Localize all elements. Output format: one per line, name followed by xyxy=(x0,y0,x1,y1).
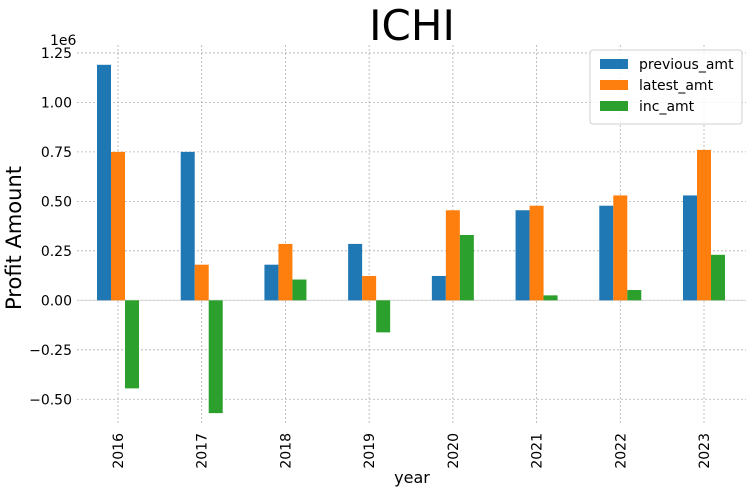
bar-previous_amt-2023 xyxy=(683,195,697,301)
bar-latest_amt-2017 xyxy=(194,264,209,301)
bar-latest_amt-2022 xyxy=(613,195,628,301)
bar-inc_amt-2023 xyxy=(711,254,725,301)
x-tick-label: 2020 xyxy=(446,433,462,469)
x-tick-label: 2019 xyxy=(362,433,378,469)
x-tick-label: 2018 xyxy=(278,433,294,469)
y-tick-label: 0.50 xyxy=(41,194,72,210)
y-tick-label: 0.25 xyxy=(41,244,72,260)
bar-inc_amt-2020 xyxy=(459,235,474,301)
y-tick-label: 1.25 xyxy=(41,46,72,62)
bar-inc_amt-2022 xyxy=(627,290,642,301)
bar-latest_amt-2019 xyxy=(362,275,377,301)
legend-label-inc_amt: inc_amt xyxy=(639,99,695,115)
bar-inc_amt-2021 xyxy=(543,295,558,301)
bar-latest_amt-2020 xyxy=(445,210,460,301)
bar-previous_amt-2022 xyxy=(599,205,614,301)
y-offset-label: 1e6 xyxy=(50,33,77,49)
legend-label-latest_amt: latest_amt xyxy=(639,78,714,94)
bar-previous_amt-2018 xyxy=(264,264,279,301)
bar-inc_amt-2017 xyxy=(208,300,223,414)
bar-latest_amt-2016 xyxy=(111,151,125,301)
x-tick-label: 2022 xyxy=(613,433,629,469)
bar-latest_amt-2023 xyxy=(697,149,711,301)
y-tick-label: 0.00 xyxy=(41,293,72,309)
chart-title: ICHI xyxy=(369,1,455,50)
x-tick-label: 2021 xyxy=(530,433,546,469)
y-tick-label: 0.75 xyxy=(41,145,72,161)
bar-latest_amt-2021 xyxy=(529,205,544,301)
y-tick-label: 1.00 xyxy=(41,95,72,111)
bar-previous_amt-2020 xyxy=(431,275,446,301)
bar-previous_amt-2021 xyxy=(515,210,530,301)
legend-swatch-latest_amt xyxy=(600,80,628,90)
bar-inc_amt-2016 xyxy=(125,300,139,389)
legend-swatch-inc_amt xyxy=(600,101,628,111)
bars-layer xyxy=(97,64,725,414)
y-axis-label: Profit Amount xyxy=(2,166,26,310)
y-tick-label: −0.50 xyxy=(29,392,72,408)
bar-inc_amt-2018 xyxy=(292,279,307,301)
bar-previous_amt-2019 xyxy=(348,243,363,301)
x-axis-ticks: 2016 2017 2018 2019 2020 2021 2022 2023 xyxy=(111,433,713,469)
x-axis-label: year xyxy=(394,468,430,487)
y-axis-ticks: −0.50 −0.25 0.00 0.25 0.50 0.75 1.00 1.25 xyxy=(29,46,72,408)
bar-previous_amt-2016 xyxy=(97,64,111,301)
legend: previous_amt latest_amt inc_amt xyxy=(589,49,743,125)
bar-latest_amt-2018 xyxy=(278,243,293,301)
y-tick-label: −0.25 xyxy=(29,343,72,359)
x-tick-label: 2023 xyxy=(697,433,713,469)
bar-previous_amt-2017 xyxy=(180,151,195,301)
x-tick-label: 2017 xyxy=(195,433,211,469)
x-tick-label: 2016 xyxy=(111,433,127,469)
legend-label-previous_amt: previous_amt xyxy=(639,57,734,73)
bar-inc_amt-2019 xyxy=(376,300,391,333)
legend-swatch-previous_amt xyxy=(600,59,628,69)
